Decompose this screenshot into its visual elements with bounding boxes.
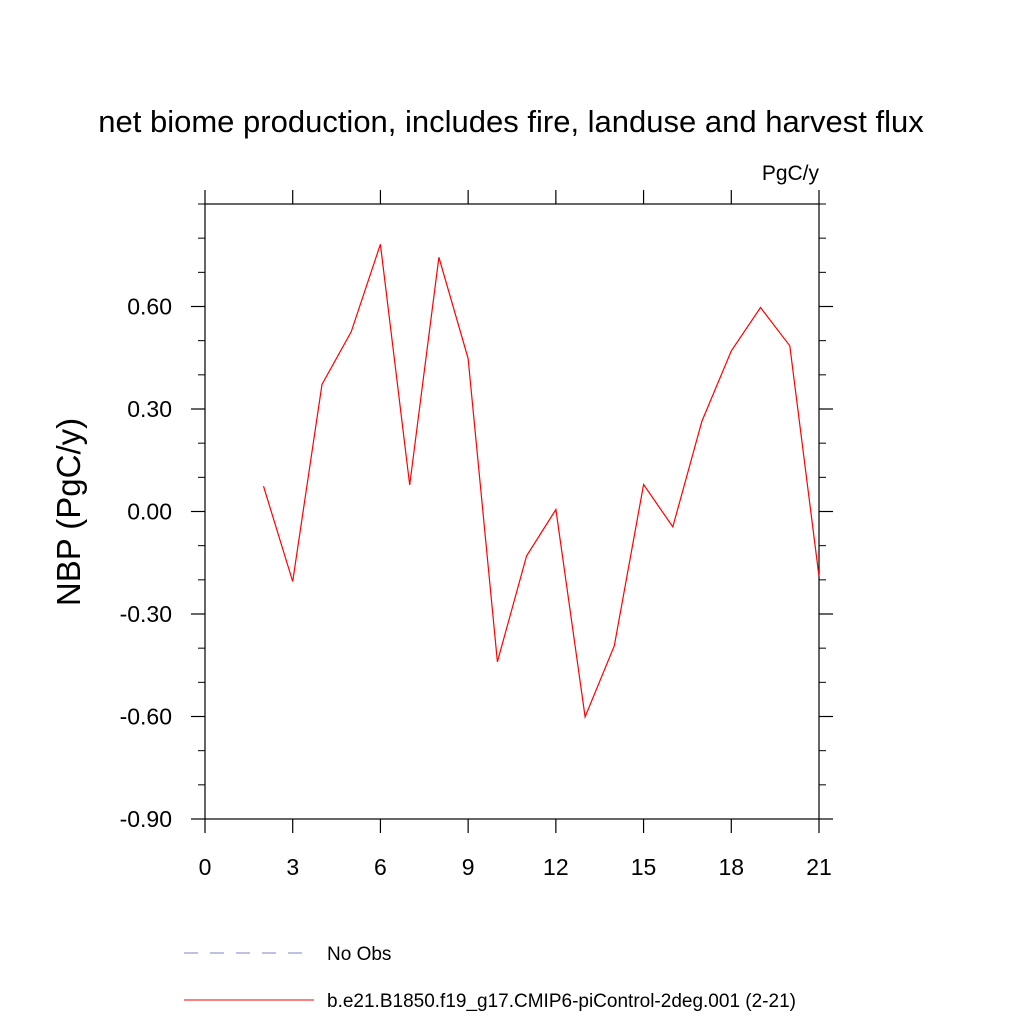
plot-frame — [204, 203, 820, 820]
x-tick-label: 12 — [543, 854, 569, 880]
plot-border — [204, 203, 820, 820]
y-tick-label: 0.30 — [127, 396, 172, 422]
chart-title: net biome production, includes fire, lan… — [98, 104, 924, 139]
x-tick-label: 18 — [718, 854, 744, 880]
x-tick-label: 0 — [199, 854, 212, 880]
legend: No Obs b.e21.B1850.f19_g17.CMIP6-piContro… — [184, 944, 796, 1012]
series-lines — [262, 244, 820, 720]
series-line-1 — [262, 244, 820, 720]
y-tick-label: -0.30 — [120, 601, 172, 627]
x-tick-label: 6 — [374, 854, 387, 880]
units-label: PgC/y — [762, 162, 820, 185]
axis-tick-labels: 0 3 6 9 12 15 18 21 -0.90 -0.60 -0.30 0.00 0.30 0.60 — [120, 294, 832, 881]
x-tick-label: 15 — [631, 854, 657, 880]
y-tick-label: -0.60 — [120, 704, 172, 730]
legend-label-0: No Obs — [327, 944, 391, 965]
y-tick-label: 0.00 — [127, 499, 172, 525]
x-tick-label: 3 — [286, 854, 299, 880]
y-tick-label: 0.60 — [127, 294, 172, 320]
axis-ticks — [191, 190, 833, 833]
y-tick-label: -0.90 — [120, 806, 172, 832]
y-axis-label: NBP (PgC/y) — [50, 418, 87, 606]
x-tick-label: 9 — [462, 854, 475, 880]
x-tick-label: 21 — [806, 854, 832, 880]
legend-label-1: b.e21.B1850.f19_g17.CMIP6-piControl-2deg… — [327, 991, 796, 1012]
